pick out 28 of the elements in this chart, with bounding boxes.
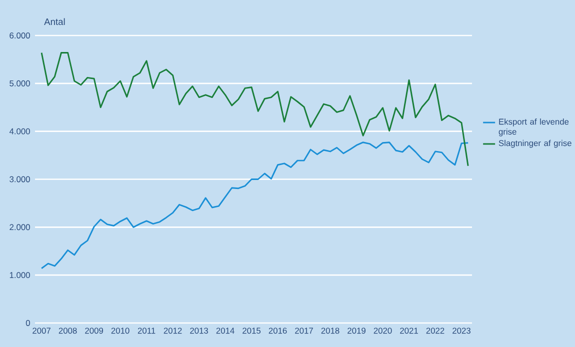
x-tick-label: 2016 <box>268 328 287 334</box>
x-tick-label: 2009 <box>85 328 104 334</box>
x-tick-label: 2008 <box>58 328 77 334</box>
y-tick-label: 5.000 <box>10 80 30 86</box>
x-tick-label: 2017 <box>295 328 313 334</box>
x-tick-label: 2023 <box>452 328 470 334</box>
y-tick-label: 3.000 <box>10 176 30 182</box>
x-tick-label: 2018 <box>321 328 340 334</box>
x-tick-label: 2011 <box>138 328 156 334</box>
x-tick-label: 2015 <box>242 328 261 334</box>
x-tick-label: 2012 <box>164 328 182 334</box>
x-tick-label: 2020 <box>374 328 392 334</box>
y-tick-label: 6.000 <box>10 32 30 38</box>
y-tick-label: 4.000 <box>9 128 30 134</box>
legend-label: Eksport af levende grise <box>498 118 569 136</box>
x-tick-label: 2021 <box>400 328 418 334</box>
x-tick-label: 2014 <box>216 328 234 334</box>
line-series <box>40 142 469 270</box>
x-tick-label: 2010 <box>111 328 130 334</box>
x-tick-label: 2007 <box>32 328 50 334</box>
x-tick-label: 2013 <box>190 328 208 334</box>
y-tick-label: 0 <box>26 320 30 326</box>
legend-label: Slagtninger af grise <box>498 140 572 148</box>
x-tick-label: 2022 <box>426 328 444 334</box>
y-tick-label: 1.000 <box>10 272 30 278</box>
y-axis-title: Antal <box>44 18 65 26</box>
y-tick-label: 2.000 <box>10 224 30 230</box>
x-tick-label: 2019 <box>348 328 366 334</box>
